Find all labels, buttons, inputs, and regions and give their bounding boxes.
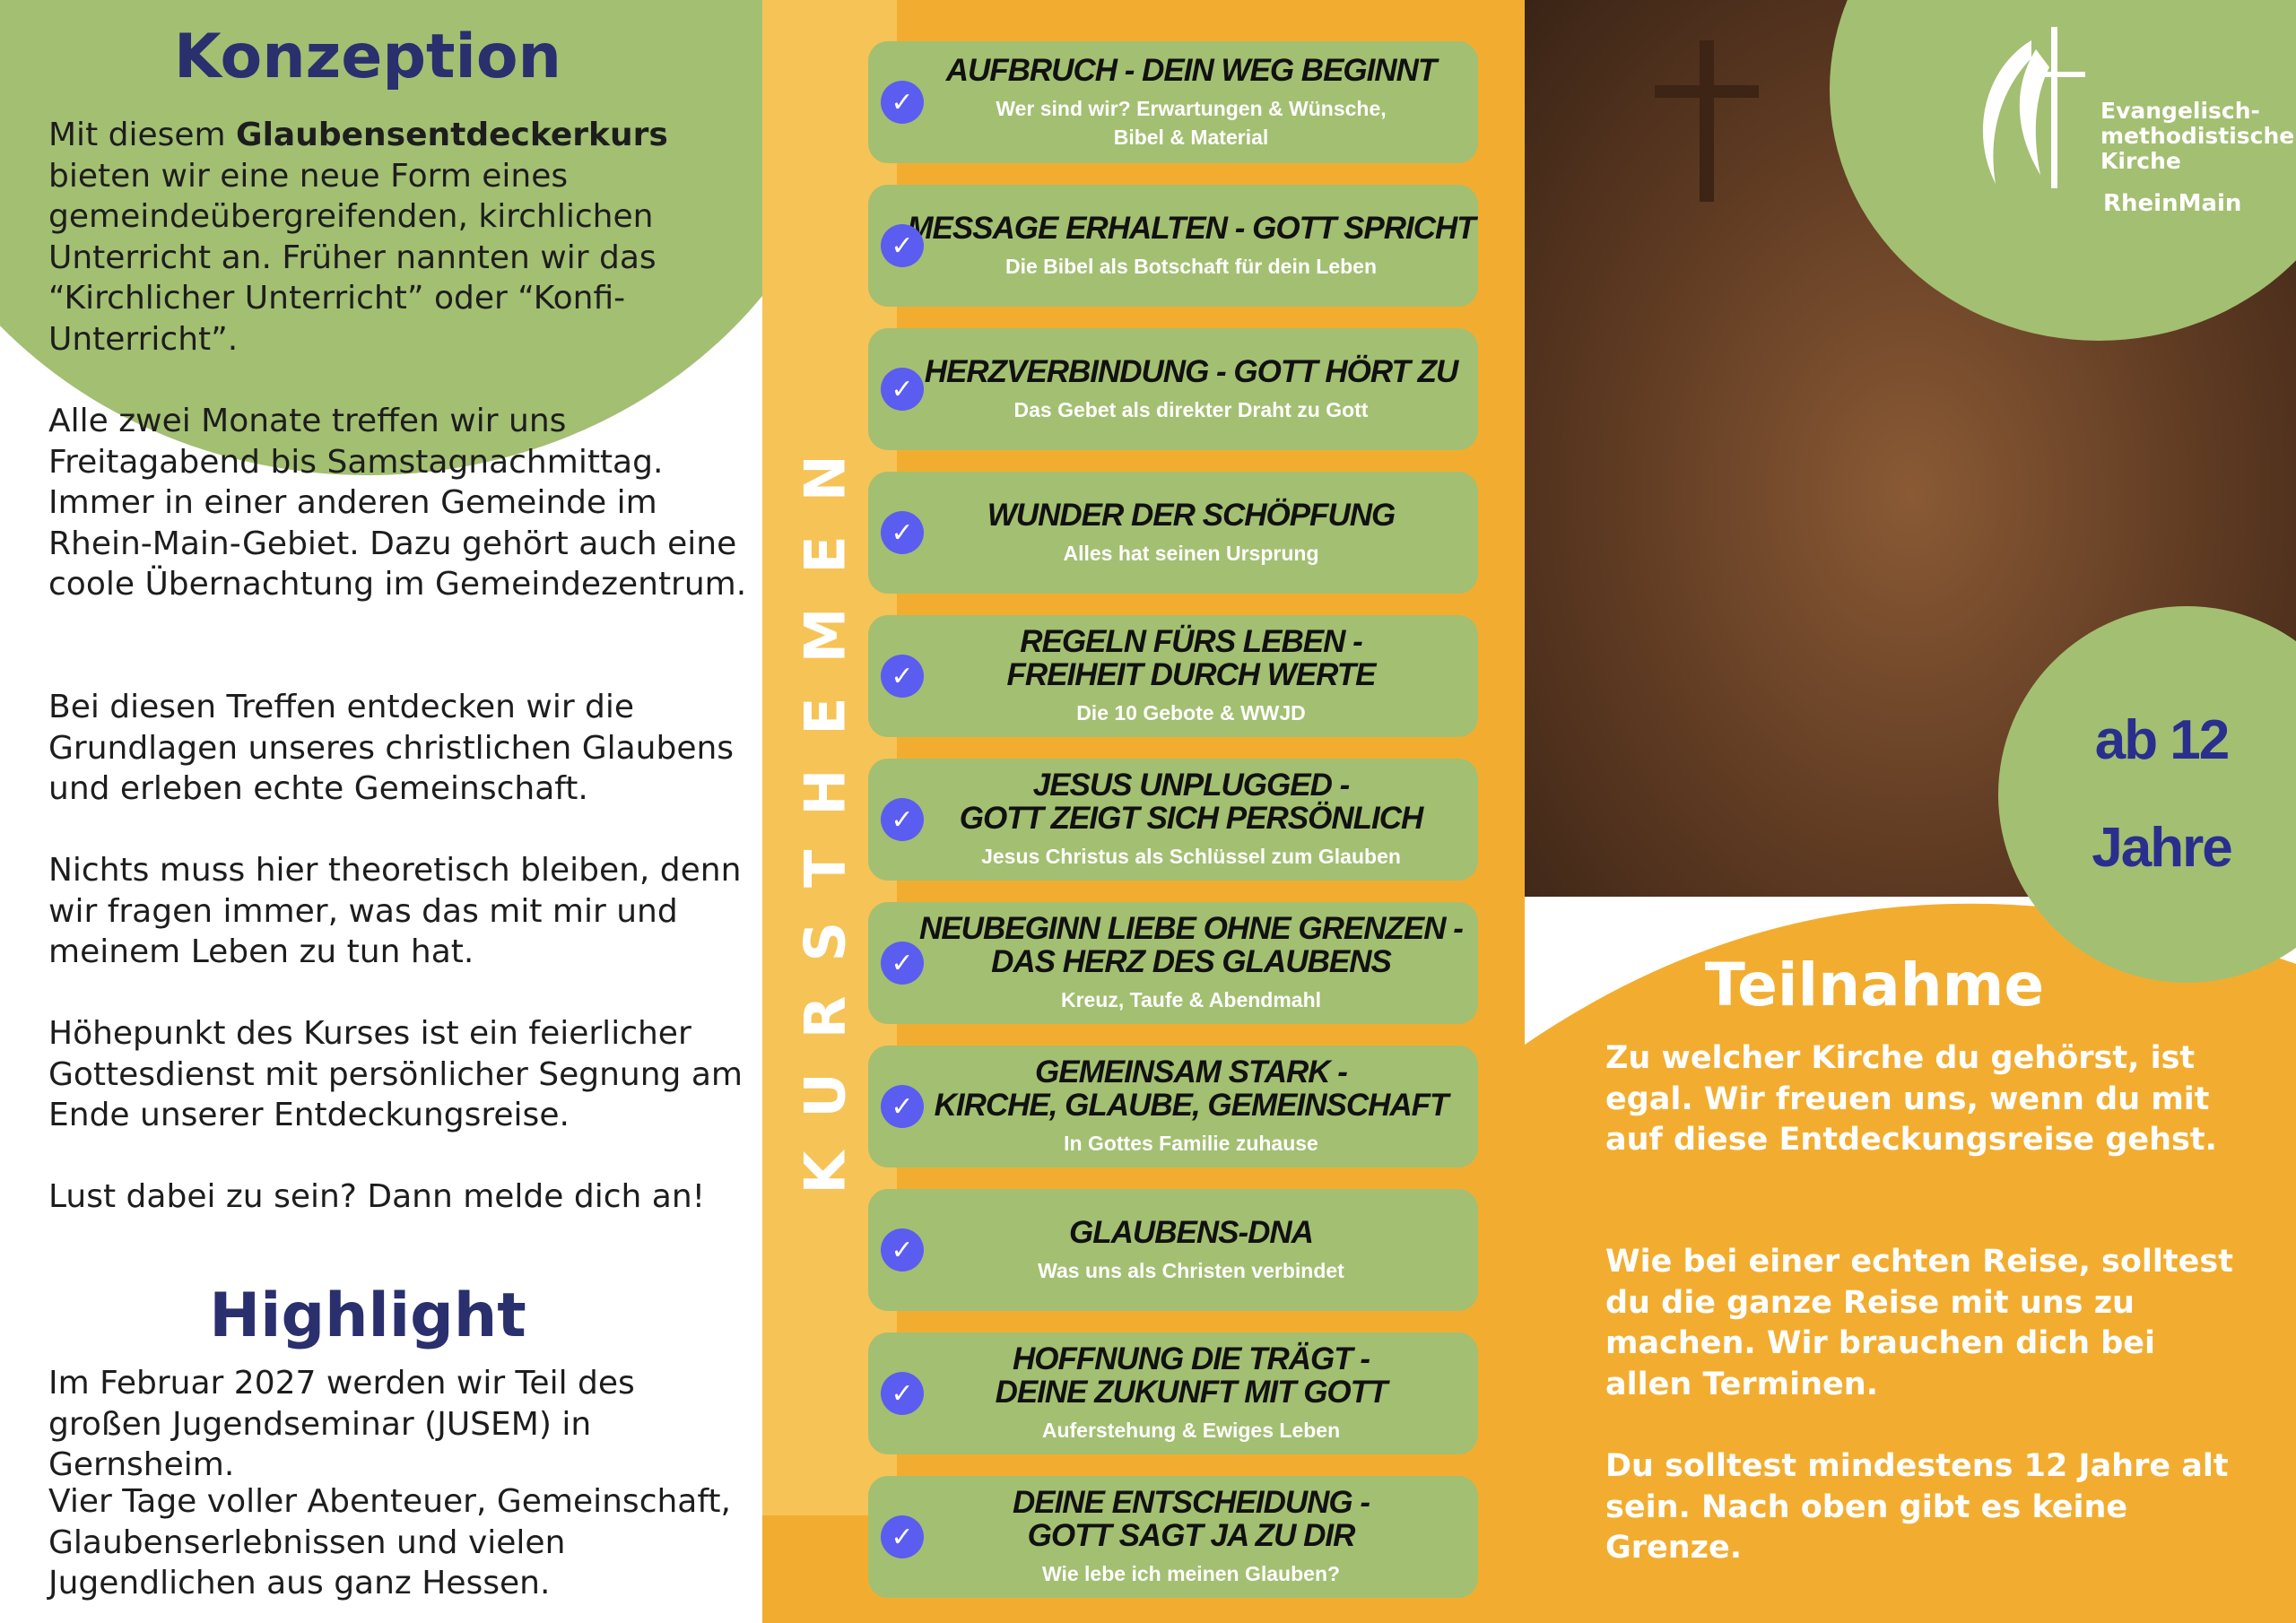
paragraph-schedule: Alle zwei Monate treffen wir uns Freitag… xyxy=(48,403,747,603)
logo-circle xyxy=(1830,0,2296,341)
age-value: ab 12 xyxy=(2094,709,2231,771)
logo-line: Kirche xyxy=(2100,148,2181,174)
check-circle-icon: ✓ xyxy=(881,1228,924,1271)
topic-title: HOFFNUNG DIE TRÄGT - DEINE ZUKUNFT MIT G… xyxy=(995,1341,1388,1410)
intro-rest: bieten wir eine neue Form eines gemeinde… xyxy=(48,157,657,358)
paragraph-highlight: Höhepunkt des Kurses ist ein feierlicher… xyxy=(48,1015,743,1133)
topic-title: JESUS UNPLUGGED - GOTT ZEIGT SICH PERSÖN… xyxy=(959,768,1424,836)
topic-card: ✓ HERZVERBINDUNG - GOTT HÖRT ZU Das Gebet … xyxy=(868,328,1478,450)
teilnahme-text-1: Zu welcher Kirche du gehörst, ist egal. … xyxy=(1605,1040,2217,1158)
teilnahme-text-3: Du solltest mindestens 12 Jahre alt sein… xyxy=(1605,1448,2229,1566)
left-panel: Konzeption Mit diesem Glaubensentdeckerk… xyxy=(0,0,762,1623)
call-to-action: Lust dabei zu sein? Dann melde dich an! xyxy=(48,1178,706,1215)
topic-subtitle: Die Bibel als Botschaft für dein Leben xyxy=(1004,254,1378,278)
topic-title: NEUBEGINN LIEBE OHNE GRENZEN - DAS HERZ … xyxy=(919,911,1464,979)
check-circle-icon: ✓ xyxy=(881,1085,924,1128)
orange-curve xyxy=(1525,903,2296,1623)
age-badge: ab 12 Jahre xyxy=(2063,606,2260,983)
check-circle-icon: ✓ xyxy=(881,511,924,554)
topic-card: ✓ HOFFNUNG DIE TRÄGT - DEINE ZUKUNFT MIT … xyxy=(868,1332,1478,1454)
intro-prefix: Mit diesem xyxy=(48,117,237,153)
topic-title: REGELN FÜRS LEBEN - FREIHEIT DURCH WERTE xyxy=(1006,624,1376,692)
check-circle-icon: ✓ xyxy=(881,1515,924,1558)
topic-title: MESSAGE ERHALTEN - GOTT SPRICHT xyxy=(907,210,1475,246)
konzeption-title: Konzeption xyxy=(174,22,561,92)
topic-card: ✓ JESUS UNPLUGGED - GOTT ZEIGT SICH PERSÖ… xyxy=(868,759,1478,881)
cross-icon xyxy=(1700,40,1714,202)
check-circle-icon: ✓ xyxy=(881,798,924,841)
topic-card: ✓ GLAUBENS-DNA Was uns als Christen verbin… xyxy=(868,1189,1478,1311)
topic-title: WUNDER DER SCHÖPFUNG xyxy=(987,497,1396,533)
topic-subtitle: Wer sind wir? Erwartungen & Wünsche, Bib… xyxy=(996,96,1387,149)
teilnahme-text-2: Wie bei einer echten Reise, solltest du … xyxy=(1605,1244,2233,1402)
topic-subtitle: In Gottes Familie zuhause xyxy=(1064,1132,1318,1155)
topic-subtitle: Jesus Christus als Schlüssel zum Glauben xyxy=(981,845,1401,868)
highlight-text-2: Vier Tage voller Abenteuer, Gemeinschaft… xyxy=(48,1483,731,1601)
course-name: Glaubensentdeckerkurs xyxy=(236,117,668,153)
paragraph-content: Bei diesen Treffen entdecken wir die Gru… xyxy=(48,689,735,807)
check-circle-icon: ✓ xyxy=(881,942,924,985)
topic-card: ✓ AUFBRUCH - DEIN WEG BEGINNT Wer sind wir… xyxy=(868,41,1478,163)
topic-subtitle: Wie lebe ich meinen Glauben? xyxy=(1041,1562,1341,1585)
age-unit: Jahre xyxy=(2092,817,2232,879)
topic-card: ✓ DEINE ENTSCHEIDUNG - GOTT SAGT JA ZU DI… xyxy=(868,1476,1478,1598)
intro-paragraph: Mit diesem Glaubensentdeckerkurs bieten … xyxy=(48,115,748,360)
logo-line: Evangelisch- xyxy=(2100,98,2260,124)
topic-card: ✓ MESSAGE ERHALTEN - GOTT SPRICHT Die Bibe… xyxy=(868,185,1478,307)
church-logo-icon xyxy=(1982,27,2085,188)
topic-subtitle: Alles hat seinen Ursprung xyxy=(1063,541,1319,565)
check-circle-icon: ✓ xyxy=(881,655,924,698)
teilnahme-title: Teilnahme xyxy=(1704,950,2045,1020)
topic-subtitle: Die 10 Gebote & WWJD xyxy=(1076,701,1306,725)
topic-title: AUFBRUCH - DEIN WEG BEGINNT xyxy=(945,52,1438,88)
check-circle-icon: ✓ xyxy=(881,224,924,267)
logo-region: RheinMain xyxy=(2103,190,2242,217)
topic-title: HERZVERBINDUNG - GOTT HÖRT ZU xyxy=(924,353,1459,389)
topic-card: ✓ REGELN FÜRS LEBEN - FREIHEIT DURCH WERT… xyxy=(868,615,1478,737)
logo-line: methodistische xyxy=(2100,123,2295,149)
topic-subtitle: Was uns als Christen verbindet xyxy=(1038,1258,1344,1282)
topic-card: ✓ GEMEINSAM STARK - KIRCHE, GLAUBE, GEMEI… xyxy=(868,1046,1478,1167)
check-circle-icon: ✓ xyxy=(881,1372,924,1415)
check-circle-icon: ✓ xyxy=(881,368,924,411)
cross-bar xyxy=(1655,85,1759,98)
age-badge-circle xyxy=(1998,606,2296,983)
logo-text: Evangelisch-methodistische Kirche xyxy=(2100,99,2294,174)
topic-subtitle: Kreuz, Taufe & Abendmahl xyxy=(1060,988,1322,1011)
topic-subtitle: Das Gebet als direkter Draht zu Gott xyxy=(1013,397,1369,421)
topic-card: ✓ NEUBEGINN LIEBE OHNE GRENZEN - DAS HERZ… xyxy=(868,902,1478,1024)
highlight-title: Highlight xyxy=(209,1280,526,1351)
topic-subtitle: Auferstehung & Ewiges Leben xyxy=(1041,1419,1341,1442)
highlight-text-1: Im Februar 2027 werden wir Teil des groß… xyxy=(48,1365,635,1483)
check-circle-icon: ✓ xyxy=(881,81,924,124)
topic-title: DEINE ENTSCHEIDUNG - GOTT SAGT JA ZU DIR xyxy=(1012,1485,1370,1553)
topic-title: GEMEINSAM STARK - KIRCHE, GLAUBE, GEMEIN… xyxy=(934,1055,1449,1123)
green-circle-decoration xyxy=(0,0,861,475)
kursthemen-label: KURSTHEMEN xyxy=(792,420,858,1194)
topic-title: GLAUBENS-DNA xyxy=(1069,1214,1314,1250)
paragraph-practical: Nichts muss hier theoretisch bleiben, de… xyxy=(48,852,742,970)
topic-card: ✓ WUNDER DER SCHÖPFUNG Alles hat seinen Ur… xyxy=(868,472,1478,594)
